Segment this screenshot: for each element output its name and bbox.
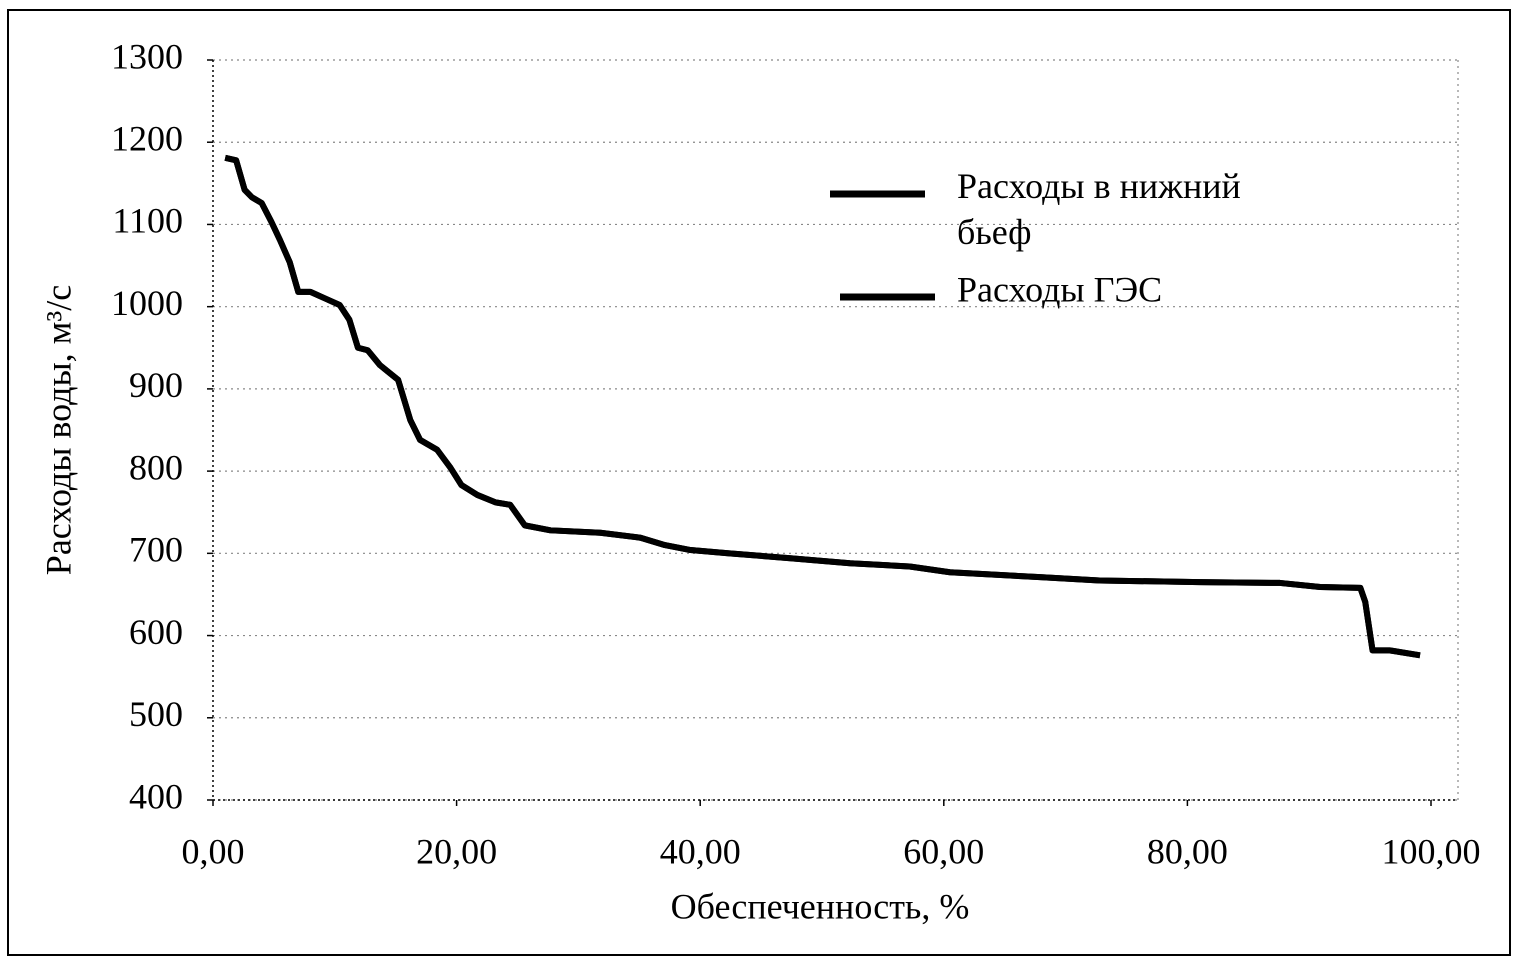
y-axis-label: Расходы воды, м³/с (38, 285, 78, 575)
y-tick-label: 1200 (111, 118, 183, 158)
y-tick-label: 900 (129, 365, 183, 405)
chart-frame (7, 9, 1511, 956)
x-tick-label: 20,00 (416, 831, 497, 871)
y-tick-label: 1000 (111, 283, 183, 323)
y-tick-label: 700 (129, 530, 183, 570)
x-tick-label: 80,00 (1147, 831, 1228, 871)
x-tick-label: 100,00 (1382, 831, 1481, 871)
data-line (224, 154, 1421, 659)
y-tick-label: 1100 (112, 201, 183, 241)
x-tick-label: 60,00 (903, 831, 984, 871)
x-tick-label: 40,00 (660, 831, 741, 871)
y-tick-label: 1300 (111, 36, 183, 76)
y-tick-label: 600 (129, 612, 183, 652)
legend-label: Расходы ГЭС (957, 269, 1162, 309)
x-axis-label: Обеспеченность, % (671, 886, 970, 926)
y-tick-label: 400 (129, 776, 183, 816)
x-tick-label: 0,00 (182, 831, 245, 871)
legend-label: Расходы в нижний бьеф (957, 166, 1241, 252)
y-tick-label: 500 (129, 694, 183, 734)
y-tick-label: 800 (129, 447, 183, 487)
